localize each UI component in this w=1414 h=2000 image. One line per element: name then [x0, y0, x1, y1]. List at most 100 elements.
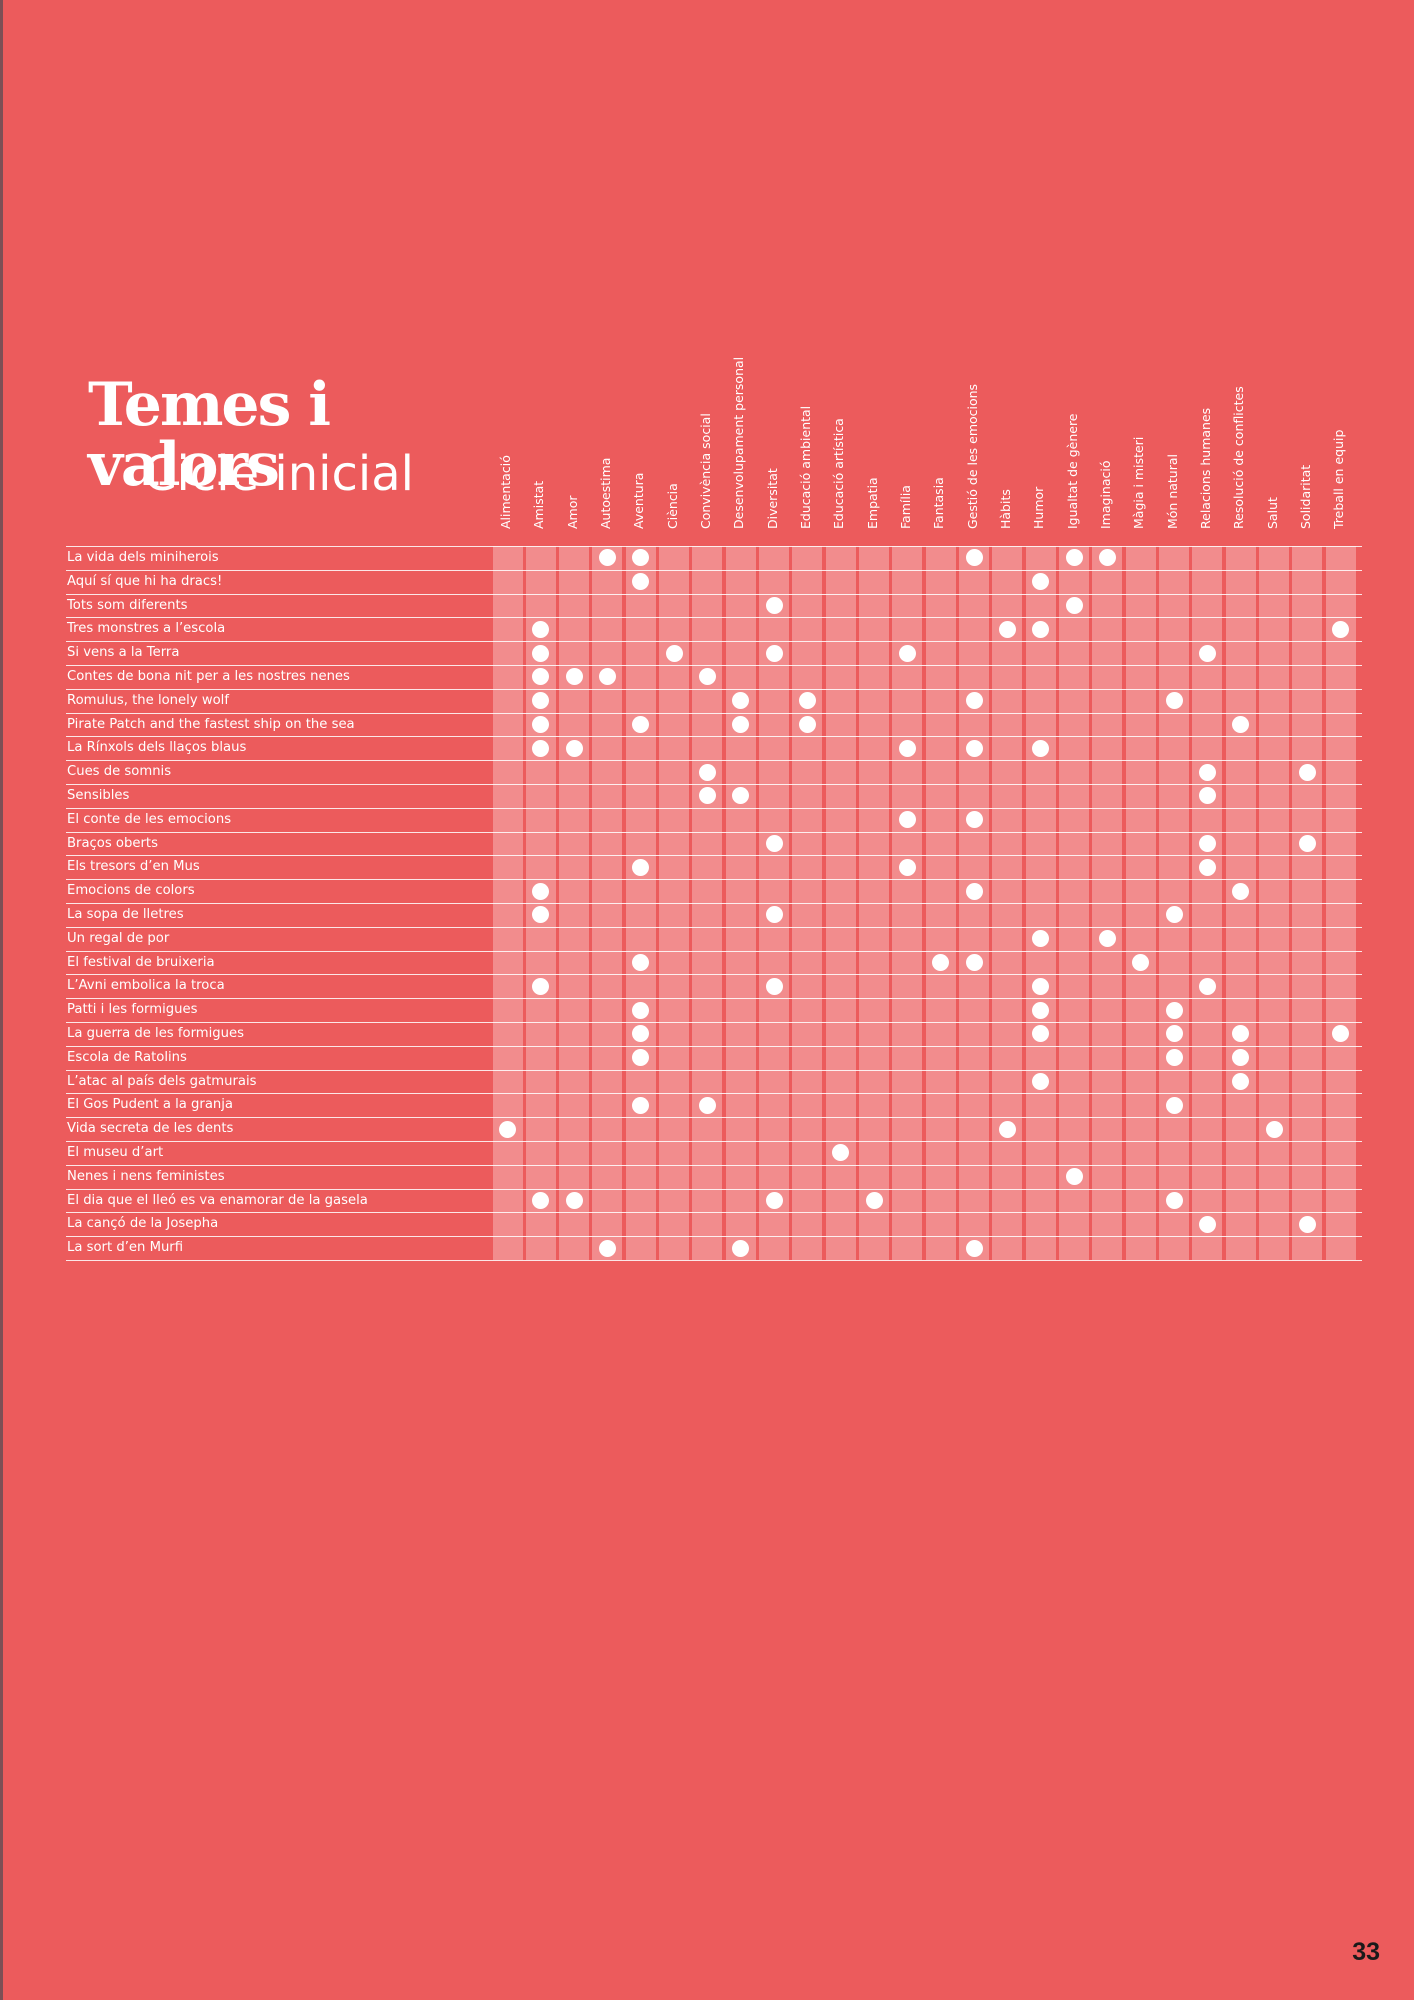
- book-title: Un regal de por: [67, 930, 170, 946]
- table-rule: [66, 665, 1362, 666]
- book-title: Pirate Patch and the fastest ship on the…: [67, 716, 355, 732]
- theme-marker: [699, 763, 717, 781]
- table-rule: [66, 903, 1362, 904]
- column-header: Gestió de les emocions: [964, 383, 980, 529]
- theme-marker: [699, 668, 717, 686]
- book-title: Nenes i nens feministes: [67, 1168, 225, 1184]
- book-title: La sopa de lletres: [67, 907, 184, 922]
- column-header: Autoestima: [597, 457, 613, 529]
- book-title: Romulus, the lonely wolf: [67, 692, 229, 708]
- column-header: Ciència: [664, 483, 680, 529]
- table-rule: [66, 926, 1362, 928]
- column-header: Món natural: [1164, 453, 1180, 529]
- theme-marker: [1299, 1215, 1317, 1233]
- theme-marker: [1165, 1001, 1183, 1019]
- theme-marker: [1032, 930, 1050, 948]
- theme-marker: [965, 954, 983, 971]
- book-title: El Gos Pudent a la granja: [67, 1097, 234, 1113]
- theme-marker: [965, 882, 983, 900]
- theme-marker: [632, 1096, 650, 1114]
- theme-marker: [1232, 716, 1250, 733]
- theme-marker: [732, 1239, 750, 1257]
- theme-marker: [732, 716, 750, 733]
- column-header: Imaginació: [1097, 460, 1113, 529]
- theme-marker: [965, 692, 983, 710]
- theme-marker: [899, 858, 917, 876]
- theme-marker: [699, 1096, 717, 1114]
- theme-marker: [1199, 1215, 1217, 1233]
- theme-marker: [1199, 858, 1217, 876]
- table-rule: [66, 1164, 1362, 1166]
- table-rule: [66, 831, 1362, 833]
- theme-marker: [599, 1239, 617, 1257]
- theme-marker: [532, 977, 550, 995]
- theme-marker: [765, 1192, 783, 1209]
- book-title: La Rínxols dels llaços blaus: [67, 740, 247, 756]
- table-rule: [66, 1188, 1362, 1190]
- theme-marker: [899, 644, 917, 662]
- column-header: Igualtat de gènere: [1064, 413, 1080, 529]
- column-header: Solidaritat: [1297, 464, 1313, 529]
- theme-marker: [765, 906, 783, 924]
- theme-marker: [965, 739, 983, 757]
- theme-marker: [632, 549, 650, 567]
- theme-marker: [1032, 1073, 1050, 1090]
- theme-marker: [999, 620, 1017, 638]
- column-header: Salut: [1264, 497, 1280, 529]
- theme-marker: [1065, 549, 1083, 567]
- book-title: Els tresors d’en Mus: [67, 859, 200, 875]
- table-rule: [66, 569, 1362, 571]
- page-subtitle: Cicle inicial: [143, 446, 414, 502]
- theme-marker: [1299, 763, 1317, 781]
- column-header: Convivència social: [697, 413, 713, 529]
- theme-marker: [1232, 882, 1250, 900]
- theme-marker: [565, 668, 583, 686]
- theme-marker: [1299, 835, 1317, 852]
- table-rule: [66, 1069, 1362, 1071]
- theme-marker: [632, 1025, 650, 1043]
- theme-marker: [765, 835, 783, 852]
- book-title: Aquí sí que hi ha dracs!: [67, 573, 223, 589]
- column-header: Relacions humanes: [1197, 407, 1213, 529]
- column-header: Desenvolupament personal: [731, 356, 747, 529]
- column-header: Amistat: [531, 480, 547, 529]
- theme-marker: [699, 787, 717, 805]
- theme-marker: [532, 882, 550, 900]
- theme-marker: [599, 668, 617, 686]
- table-rule: [66, 688, 1362, 690]
- theme-marker: [632, 1001, 650, 1019]
- table-rule: [66, 998, 1362, 1000]
- table-rule: [66, 807, 1362, 809]
- theme-marker: [1165, 1025, 1183, 1043]
- book-title: La cançó de la Josepha: [67, 1216, 219, 1232]
- theme-marker: [1332, 1025, 1350, 1043]
- theme-marker: [865, 1192, 883, 1209]
- table-rule: [66, 546, 1362, 547]
- column-header: Aventura: [631, 472, 647, 529]
- theme-marker: [1032, 1025, 1050, 1043]
- table-rule: [66, 641, 1362, 643]
- table-rule: [66, 784, 1362, 785]
- theme-marker: [765, 644, 783, 662]
- column-header: Màgia i misteri: [1131, 436, 1147, 529]
- book-title: Tots som diferents: [67, 597, 188, 613]
- book-title: Braços oberts: [67, 835, 158, 851]
- theme-marker: [499, 1120, 517, 1138]
- theme-marker: [565, 739, 583, 757]
- theme-marker: [1065, 597, 1083, 614]
- table-rule: [66, 1212, 1362, 1214]
- table-rule: [66, 736, 1362, 738]
- column-header: Humor: [1031, 486, 1047, 529]
- theme-marker: [765, 597, 783, 614]
- table-rule: [66, 1022, 1362, 1023]
- theme-marker: [1199, 977, 1217, 995]
- theme-marker: [1232, 1073, 1250, 1090]
- theme-marker: [1199, 787, 1217, 805]
- book-title: Patti i les formigues: [67, 1002, 198, 1018]
- table-rule: [66, 712, 1362, 714]
- table-rule: [66, 1141, 1362, 1142]
- theme-marker: [1265, 1120, 1283, 1138]
- table-rule: [66, 950, 1362, 952]
- theme-marker: [1165, 692, 1183, 710]
- theme-marker: [765, 977, 783, 995]
